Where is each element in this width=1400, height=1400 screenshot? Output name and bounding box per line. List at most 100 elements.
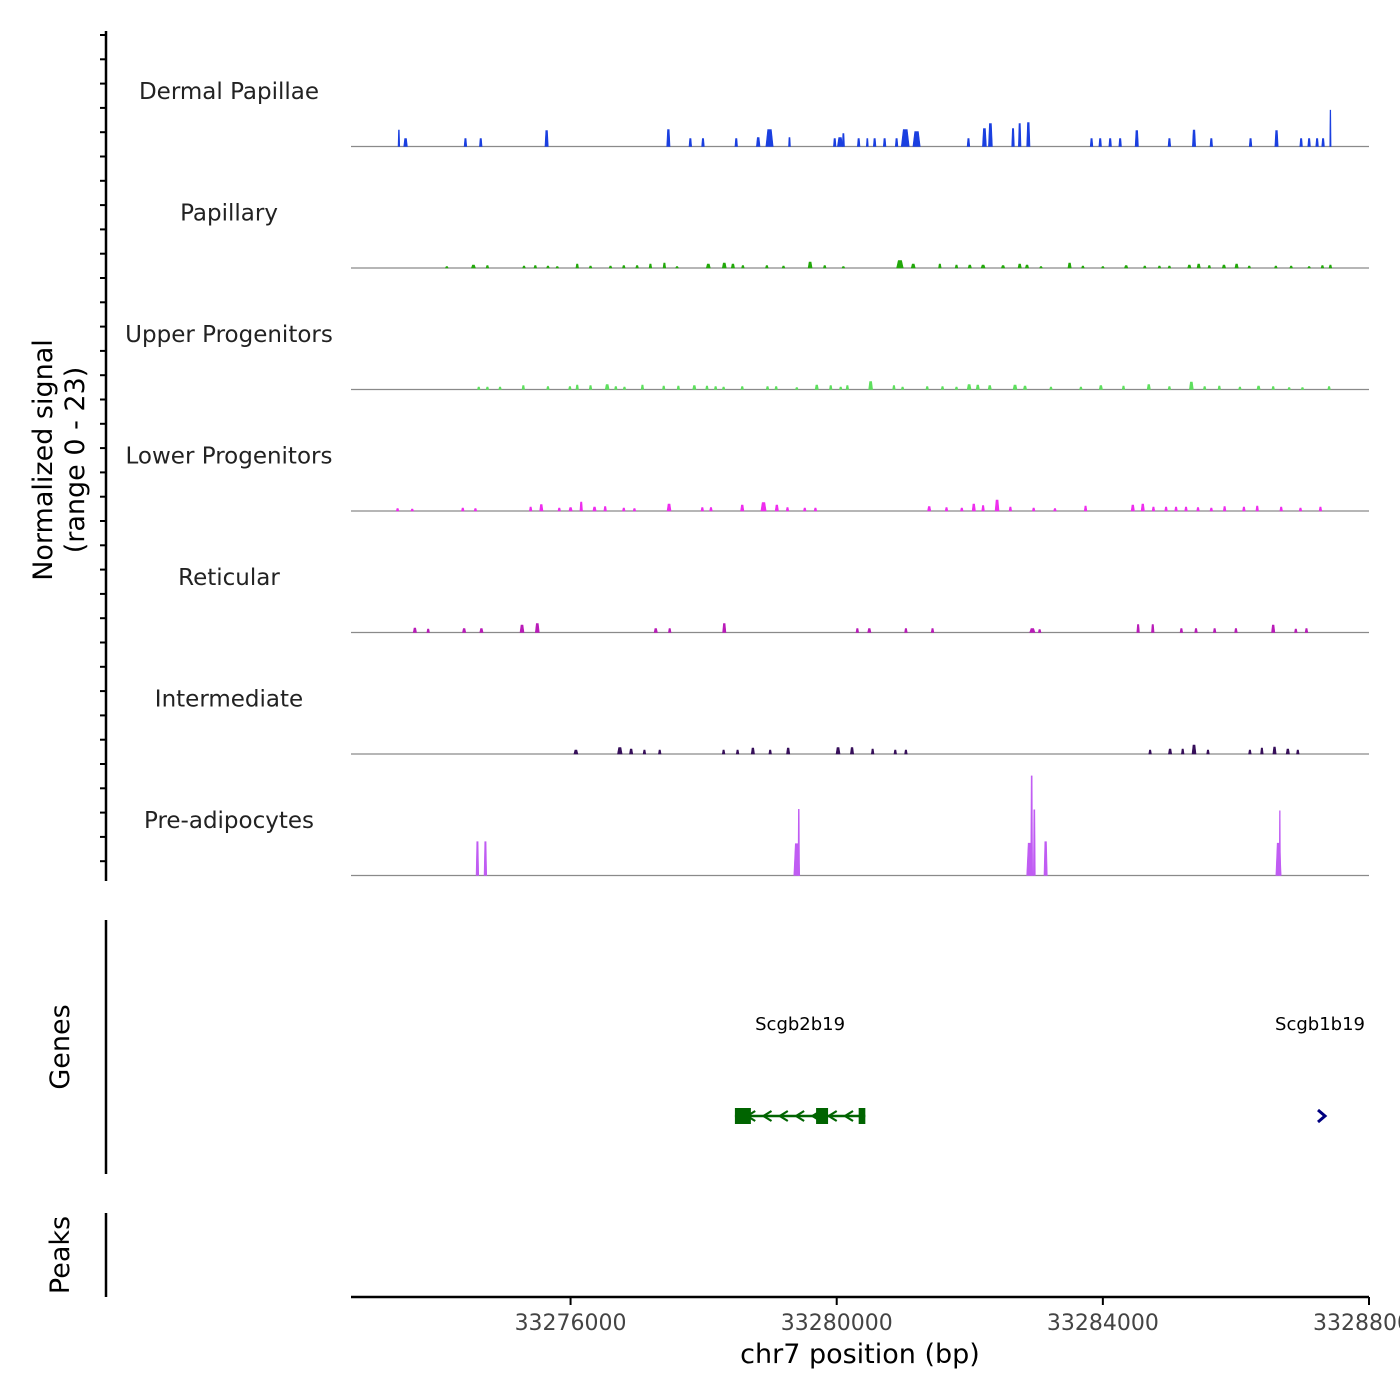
coverage-peak: [622, 386, 627, 390]
coverage-peak: [1079, 386, 1083, 390]
coverage-peak: [1206, 749, 1210, 755]
coverage-peak: [546, 386, 550, 390]
coverage-peak: [1209, 138, 1213, 147]
coverage-peak: [730, 263, 735, 269]
coverage-peak: [721, 749, 726, 755]
strand-chevron: [842, 1110, 854, 1122]
track-label: Papillary: [180, 201, 278, 227]
coverage-peak: [927, 506, 932, 512]
coverage-peak: [788, 137, 791, 147]
coverage-peak: [960, 507, 964, 512]
coverage-peak: [1089, 138, 1094, 147]
coverage-peak: [522, 265, 526, 269]
coverage-peak: [1108, 138, 1112, 147]
coverage-peak: [573, 749, 579, 755]
coverage-peak: [781, 265, 786, 269]
y-axis-title: Normalized signal (range 0 - 23): [28, 339, 91, 581]
coverage-peak: [588, 385, 593, 390]
coverage-peak: [568, 507, 573, 512]
coverage-peak: [692, 385, 697, 390]
x-axis-ticks: 33276000 33280000 33284000 33288000: [515, 1297, 1400, 1336]
coverage-peak: [750, 747, 755, 755]
coverage-peak: [971, 503, 976, 512]
coverage-peak: [1194, 628, 1198, 633]
coverage-peak: [539, 504, 544, 512]
coverage-peak: [795, 387, 799, 390]
coverage-peak: [940, 386, 945, 390]
coverage-peak: [900, 129, 910, 147]
coverage-peak: [857, 138, 861, 147]
coverage-peak: [1271, 386, 1275, 390]
coverage-peak: [1049, 386, 1053, 390]
coverage-peak: [1285, 748, 1290, 755]
coverage-peak: [1017, 263, 1022, 269]
gene-exon: [858, 1108, 866, 1124]
coverage-peak: [1043, 841, 1048, 876]
genes-panel: Genes Scgb2b19 Scgb1b19: [45, 920, 1365, 1174]
coverage-peak: [1134, 130, 1139, 147]
coverage-peak: [1033, 809, 1036, 876]
coverage-peak: [1328, 264, 1333, 269]
coverage-peak: [1167, 386, 1172, 390]
coverage-peak: [1307, 266, 1311, 269]
x-tick-label: 33288000: [1313, 1311, 1400, 1336]
coverage-peak: [1296, 749, 1300, 755]
coverage-peak: [1318, 506, 1323, 512]
coverage-peak: [1037, 629, 1042, 633]
coverage-peak: [1167, 138, 1172, 147]
coverage-peak: [471, 264, 476, 269]
coverage-peak: [1307, 138, 1311, 147]
coverage-peak: [1124, 265, 1129, 269]
coverage-peak: [721, 386, 726, 390]
coverage-peak: [944, 507, 949, 512]
coverage-peak: [987, 385, 992, 390]
coverage-peak: [604, 384, 610, 390]
coverage-peak: [1271, 624, 1276, 633]
coverage-peak: [485, 386, 490, 390]
coverage-peak: [635, 265, 639, 269]
coverage-peak: [668, 628, 672, 633]
coverage-peak: [845, 385, 850, 390]
coverage-peak: [658, 749, 662, 755]
gene-exon: [816, 1108, 829, 1124]
coverage-peak: [1196, 507, 1200, 512]
coverage-peak: [823, 265, 827, 269]
coverage-peak: [1146, 384, 1151, 390]
coverage-tracks: Dermal Papillae Papillary Upper Progenitor…: [125, 79, 1369, 877]
coverage-peak: [1029, 628, 1036, 633]
coverage-peak: [870, 748, 875, 755]
coverage-peak: [994, 499, 1000, 512]
coverage-peak: [1272, 746, 1277, 755]
coverage-peak: [1031, 507, 1036, 512]
coverage-peak: [1189, 381, 1194, 390]
y-axis-title-line2: (range 0 - 23): [60, 367, 91, 554]
gene-label: Scgb2b19: [755, 1014, 845, 1035]
track-label: Pre-adipocytes: [144, 808, 314, 834]
coverage-peak: [1157, 265, 1162, 269]
coverage-peak: [546, 265, 550, 269]
strand-chevron: [761, 1110, 773, 1122]
coverage-peak: [463, 138, 468, 147]
coverage-peak: [1234, 628, 1238, 633]
strand-chevron: [810, 1110, 822, 1122]
coverage-peak: [528, 506, 533, 512]
coverage-peak: [1039, 266, 1043, 269]
coverage-peak: [675, 266, 679, 269]
coverage-peak: [632, 508, 637, 512]
coverage-peak: [614, 386, 618, 390]
coverage-peak: [837, 137, 844, 147]
coverage-peak: [1321, 138, 1325, 147]
coverage-peak: [1255, 505, 1259, 512]
coverage-peak: [1012, 384, 1018, 390]
coverage-peak: [653, 628, 658, 633]
coverage-peak: [967, 264, 972, 269]
coverage-peak: [461, 507, 465, 512]
coverage-peak: [1151, 624, 1155, 633]
coverage-peak: [579, 501, 583, 512]
coverage-peak: [904, 628, 908, 633]
coverage-peak: [774, 504, 779, 512]
coverage-peak: [892, 385, 896, 390]
track-dermal-papillae: Dermal Papillae: [139, 79, 1369, 148]
coverage-peak: [483, 841, 488, 876]
coverage-peak: [1022, 385, 1028, 390]
